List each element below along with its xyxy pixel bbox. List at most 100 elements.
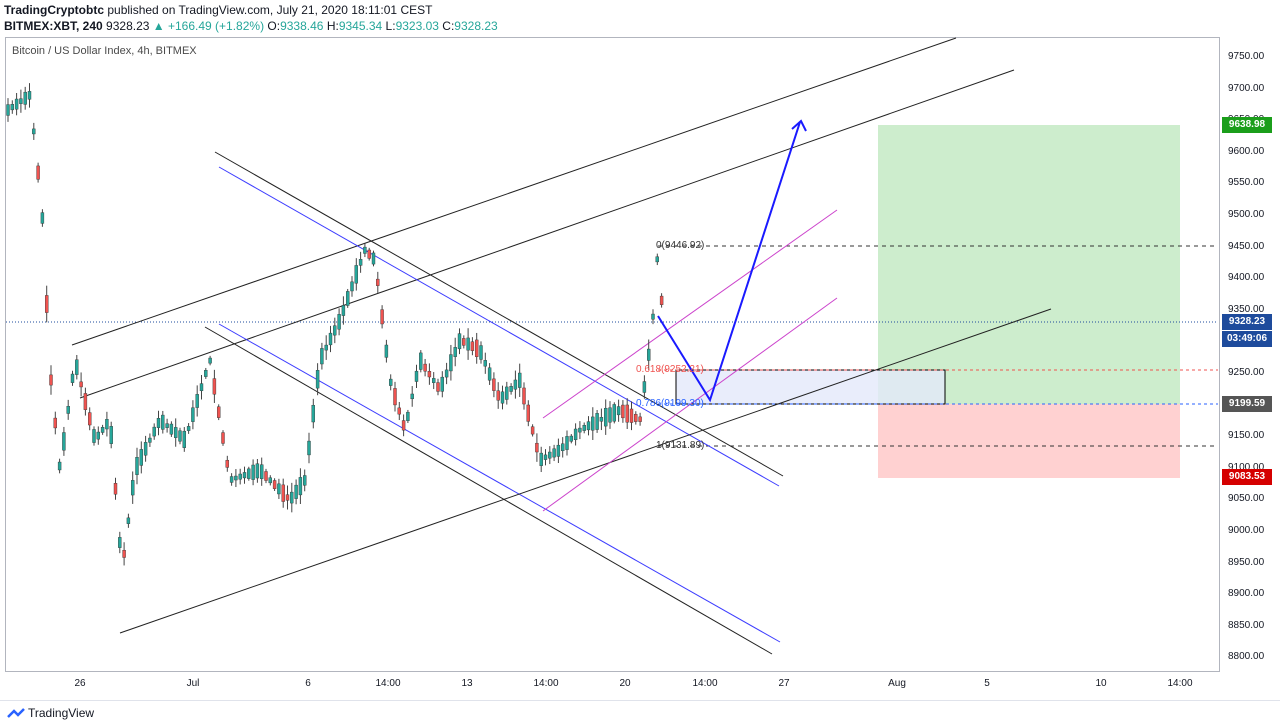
candle-body [83, 393, 88, 410]
candle-body [96, 431, 101, 440]
candle-body [354, 265, 358, 284]
high-value: 9345.34 [338, 19, 383, 33]
candle-body [341, 305, 346, 316]
candle-body [118, 537, 122, 548]
candle-body [260, 464, 264, 479]
candle-body [100, 427, 105, 433]
candle-body [191, 407, 195, 422]
candle-body [208, 357, 212, 364]
time-tick: 14:00 [375, 678, 401, 689]
candle-body [655, 256, 659, 263]
candle-body [255, 463, 260, 479]
candle-body [333, 325, 337, 336]
candlestick-series [6, 83, 664, 566]
time-tick: 20 [619, 678, 631, 689]
desc-channel-black-upper [214, 151, 784, 477]
candle-body [87, 412, 92, 426]
candle-body [251, 464, 255, 480]
candle-body [573, 428, 578, 441]
candle-body [638, 416, 642, 422]
chart-pane[interactable] [5, 37, 1220, 672]
desc-channel-black-lower [204, 326, 773, 655]
candle-body [552, 448, 556, 458]
rising-channel-lower [79, 69, 1015, 399]
candle-body [487, 367, 492, 381]
candle-body [509, 386, 513, 392]
candle-body [616, 406, 621, 416]
candle-body [457, 333, 462, 350]
candle-body [505, 386, 509, 400]
desc-channel-blue-lower [218, 323, 781, 643]
price-tick: 9050.00 [1228, 493, 1265, 505]
candle-body [526, 404, 530, 422]
candle-body [178, 430, 182, 442]
brand-name[interactable]: TradingView [28, 706, 95, 720]
candle-body [32, 128, 36, 135]
candle-body [152, 426, 156, 437]
candle-body [303, 475, 307, 486]
publisher-name[interactable]: TradingCryptobtc [4, 3, 105, 17]
open-label: O: [267, 19, 281, 33]
candle-body [225, 459, 230, 468]
candle-body [384, 344, 389, 358]
candle-body [277, 483, 281, 495]
candle-body [629, 408, 634, 423]
candle-body [496, 390, 500, 401]
candle-body [272, 480, 277, 489]
candle-body [66, 406, 70, 414]
candle-body [130, 480, 135, 496]
candle-body [346, 291, 350, 306]
candle-body [161, 414, 165, 430]
candle-body [539, 452, 543, 466]
chart-legend-title[interactable]: Bitcoin / US Dollar Index, 4h, BITMEX [12, 45, 197, 57]
time-tick: 14:00 [692, 678, 718, 689]
candle-body [475, 339, 479, 357]
candle-body [423, 363, 427, 372]
stop-price-label: 9083.53 [1222, 469, 1272, 485]
symbol-label[interactable]: BITMEX:XBT, 240 [4, 19, 103, 33]
candle-body [212, 378, 217, 395]
candle-body [199, 383, 204, 392]
price-tick: 9250.00 [1228, 367, 1265, 378]
price-tick: 9400.00 [1228, 272, 1265, 284]
candle-body [565, 436, 569, 450]
published-text: published on TradingView.com, July 21, 2… [104, 3, 433, 17]
price-tick: 8850.00 [1228, 619, 1265, 631]
candle-body [328, 332, 333, 346]
price-change: ▲ +166.49 (+1.82%) [152, 19, 265, 33]
candle-body [148, 437, 152, 443]
price-tick: 9100.00 [1228, 461, 1265, 473]
rising-channel-upper [71, 37, 957, 346]
magenta-channel-lower [542, 297, 838, 512]
candle-body [204, 370, 208, 377]
candle-body [45, 295, 49, 313]
candle-body [92, 429, 96, 443]
candle-body [389, 378, 393, 386]
candle-body [380, 309, 384, 325]
candle-body [470, 341, 475, 351]
close-value: 9328.23 [454, 19, 498, 33]
candle-body [113, 483, 118, 495]
candle-body [483, 360, 487, 367]
time-scale[interactable]: 26 Jul 6 14:00 13 14:00 20 14:00 27 Aug 5 10 14:00 [5, 672, 1220, 698]
candle-body [393, 388, 397, 406]
low-label: L: [385, 19, 396, 33]
candle-body [543, 454, 548, 460]
time-tick: 10 [1095, 678, 1107, 689]
candle-body [625, 404, 629, 423]
candle-body [500, 391, 505, 404]
candle-body [363, 246, 367, 254]
candle-body [367, 249, 371, 259]
candle-body [371, 252, 376, 265]
candle-body [462, 338, 466, 346]
candle-body [173, 427, 178, 438]
price-tick: 9750.00 [1228, 51, 1265, 62]
time-tick: 26 [74, 678, 86, 689]
candle-body [561, 443, 565, 452]
candle-body [281, 484, 285, 502]
last-price: 9328.23 [106, 19, 150, 33]
candle-body [324, 344, 328, 351]
candle-body [492, 378, 496, 391]
price-tick: 9550.00 [1228, 177, 1265, 189]
